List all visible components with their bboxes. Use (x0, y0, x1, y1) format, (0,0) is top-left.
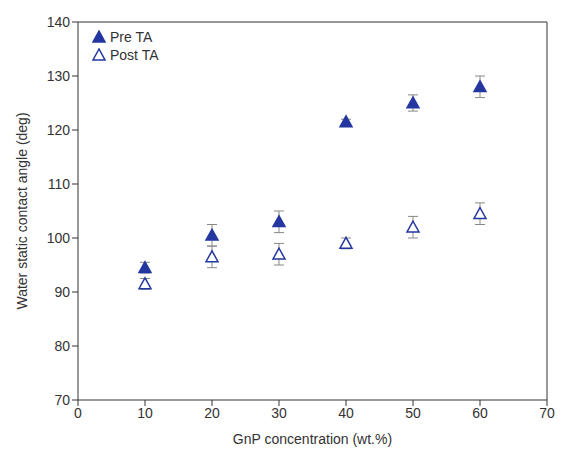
svg-text:50: 50 (405, 405, 421, 421)
svg-text:70: 70 (54, 392, 70, 408)
svg-text:10: 10 (137, 405, 153, 421)
svg-text:60: 60 (472, 405, 488, 421)
svg-text:90: 90 (54, 284, 70, 300)
svg-text:80: 80 (54, 338, 70, 354)
svg-text:GnP concentration (wt.%): GnP concentration (wt.%) (233, 431, 392, 447)
svg-text:0: 0 (74, 405, 82, 421)
html-text:Pre TA: Pre TA (110, 29, 153, 45)
svg-text:20: 20 (204, 405, 220, 421)
svg-text:120: 120 (47, 122, 71, 138)
svg-text:110: 110 (48, 176, 71, 192)
html-text:Post TA: Post TA (110, 47, 159, 63)
svg-text:140: 140 (47, 14, 71, 30)
svg-text:70: 70 (539, 405, 555, 421)
svg-text:40: 40 (338, 405, 354, 421)
svg-text:Water static contact angle (de: Water static contact angle (deg) (14, 112, 30, 309)
svg-text:30: 30 (271, 405, 287, 421)
svg-text:100: 100 (47, 230, 71, 246)
svg-text:130: 130 (47, 68, 71, 84)
